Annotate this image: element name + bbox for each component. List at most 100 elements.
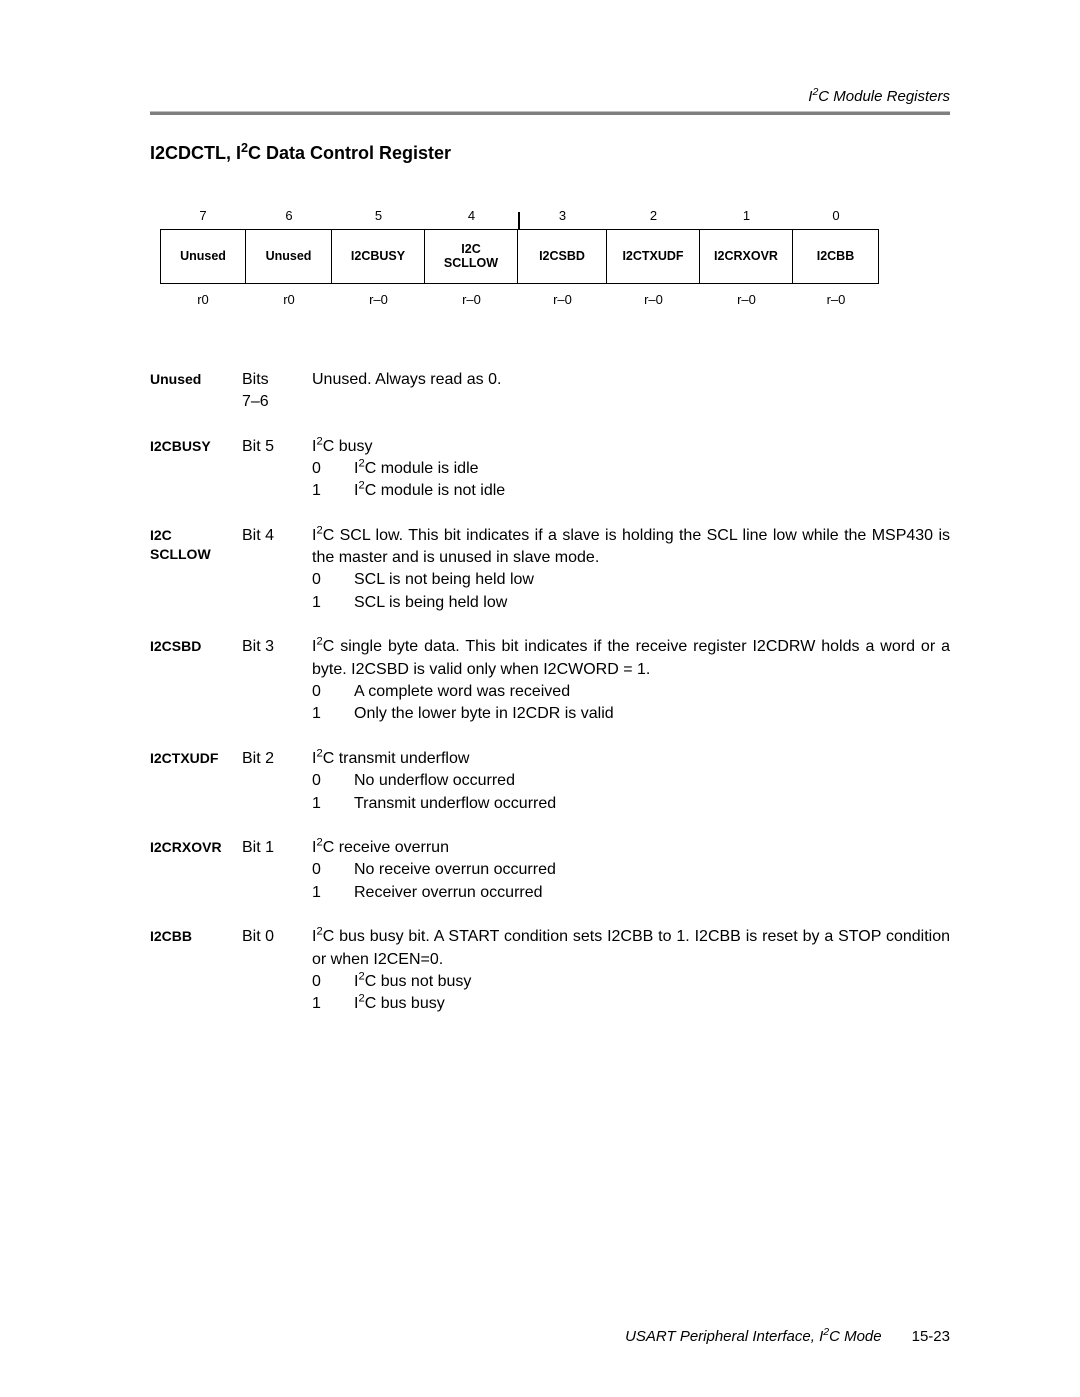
field-lead: I2C transmit underflow bbox=[312, 748, 950, 770]
bit-access: r–0 bbox=[607, 284, 700, 307]
option-value: 1 bbox=[312, 592, 354, 614]
field-row: I2CBUSYBit 5I2C busy0I2C module is idle1… bbox=[150, 436, 950, 503]
option-text: No receive overrun occurred bbox=[354, 859, 950, 881]
option-value: 1 bbox=[312, 993, 354, 1015]
field-option: 0I2C module is idle bbox=[312, 458, 950, 480]
field-option: 0SCL is not being held low bbox=[312, 569, 950, 591]
field-description: Unused. Always read as 0. bbox=[312, 369, 950, 414]
field-description: I2C receive overrun0No receive overrun o… bbox=[312, 837, 950, 904]
field-bit: Bits7–6 bbox=[242, 369, 312, 414]
bit-diagram: 76543210 UnusedUnusedI2CBUSYI2CSCLLOWI2C… bbox=[160, 208, 940, 307]
field-descriptions: UnusedBits7–6Unused. Always read as 0. I2… bbox=[150, 369, 950, 1016]
page: I2C Module Registers I2CDCTL, I2C Data C… bbox=[0, 0, 1080, 1098]
running-head: I2C Module Registers bbox=[150, 88, 950, 105]
option-value: 1 bbox=[312, 882, 354, 904]
bit-number-row: 76543210 bbox=[160, 208, 940, 229]
field-row: I2CBBBit 0I2C bus busy bit. A START cond… bbox=[150, 926, 950, 1016]
field-description: I2C transmit underflow0No underflow occu… bbox=[312, 748, 950, 815]
option-text: SCL is being held low bbox=[354, 592, 950, 614]
option-value: 1 bbox=[312, 793, 354, 815]
option-text: SCL is not being held low bbox=[354, 569, 950, 591]
field-bit: Bit 5 bbox=[242, 436, 312, 503]
field-description: I2C bus busy bit. A START condition sets… bbox=[312, 926, 950, 1016]
option-value: 0 bbox=[312, 971, 354, 993]
bit-access: r0 bbox=[160, 284, 246, 307]
field-option: 1Transmit underflow occurred bbox=[312, 793, 950, 815]
bit-number: 0 bbox=[793, 208, 879, 229]
field-option: 1SCL is being held low bbox=[312, 592, 950, 614]
register-title: I2CDCTL, I2C Data Control Register bbox=[150, 143, 950, 164]
field-option: 0No receive overrun occurred bbox=[312, 859, 950, 881]
field-description: I2C SCL low. This bit indicates if a sla… bbox=[312, 525, 950, 615]
bit-access: r–0 bbox=[332, 284, 425, 307]
bit-number: 4 bbox=[425, 208, 518, 229]
bit-rw-row: r0r0r–0r–0r–0r–0r–0r–0 bbox=[160, 284, 940, 307]
option-value: 0 bbox=[312, 859, 354, 881]
field-description: I2C single byte data. This bit indicates… bbox=[312, 636, 950, 726]
option-text: Only the lower byte in I2CDR is valid bbox=[354, 703, 950, 725]
bit-access: r–0 bbox=[793, 284, 879, 307]
field-option: 0I2C bus not busy bbox=[312, 971, 950, 993]
bit-number: 2 bbox=[607, 208, 700, 229]
field-option: 1Receiver overrun occurred bbox=[312, 882, 950, 904]
option-value: 0 bbox=[312, 569, 354, 591]
field-name: I2CSBD bbox=[150, 636, 242, 726]
field-lead: I2C receive overrun bbox=[312, 837, 950, 859]
field-option: 1I2C module is not idle bbox=[312, 480, 950, 502]
field-name: I2CBUSY bbox=[150, 436, 242, 503]
bit-number: 1 bbox=[700, 208, 793, 229]
field-row: UnusedBits7–6Unused. Always read as 0. bbox=[150, 369, 950, 414]
field-option: 0No underflow occurred bbox=[312, 770, 950, 792]
field-lead: Unused. Always read as 0. bbox=[312, 369, 950, 391]
field-name: I2CRXOVR bbox=[150, 837, 242, 904]
bit-number: 5 bbox=[332, 208, 425, 229]
option-value: 0 bbox=[312, 770, 354, 792]
option-text: I2C bus not busy bbox=[354, 971, 950, 993]
page-footer: USART Peripheral Interface, I2C Mode 15-… bbox=[150, 1328, 950, 1345]
footer-page-number: 15-23 bbox=[912, 1328, 950, 1345]
bit-field-name: I2CSBD bbox=[518, 229, 607, 284]
bit-name-row: UnusedUnusedI2CBUSYI2CSCLLOWI2CSBDI2CTXU… bbox=[160, 229, 940, 284]
field-row: I2CSBDBit 3I2C single byte data. This bi… bbox=[150, 636, 950, 726]
field-lead: I2C single byte data. This bit indicates… bbox=[312, 636, 950, 681]
field-bit: Bit 1 bbox=[242, 837, 312, 904]
option-value: 0 bbox=[312, 681, 354, 703]
field-option: 1I2C bus busy bbox=[312, 993, 950, 1015]
field-lead: I2C busy bbox=[312, 436, 950, 458]
field-description: I2C busy0I2C module is idle1I2C module i… bbox=[312, 436, 950, 503]
option-text: Transmit underflow occurred bbox=[354, 793, 950, 815]
field-name: I2CSCLLOW bbox=[150, 525, 242, 615]
field-bit: Bit 0 bbox=[242, 926, 312, 1016]
field-lead: I2C bus busy bit. A START condition sets… bbox=[312, 926, 950, 971]
bit-access: r0 bbox=[246, 284, 332, 307]
bit-field-name: I2CSCLLOW bbox=[425, 229, 518, 284]
option-text: Receiver overrun occurred bbox=[354, 882, 950, 904]
field-option: 0A complete word was received bbox=[312, 681, 950, 703]
field-option: 1Only the lower byte in I2CDR is valid bbox=[312, 703, 950, 725]
field-bit: Bit 3 bbox=[242, 636, 312, 726]
header-rule bbox=[150, 111, 950, 115]
field-name: I2CBB bbox=[150, 926, 242, 1016]
option-text: A complete word was received bbox=[354, 681, 950, 703]
bit-number: 3 bbox=[518, 208, 607, 229]
field-row: I2CSCLLOWBit 4I2C SCL low. This bit indi… bbox=[150, 525, 950, 615]
bit-access: r–0 bbox=[518, 284, 607, 307]
bit-access: r–0 bbox=[425, 284, 518, 307]
option-text: I2C module is idle bbox=[354, 458, 950, 480]
bit-field-name: I2CRXOVR bbox=[700, 229, 793, 284]
bit-access: r–0 bbox=[700, 284, 793, 307]
field-name: Unused bbox=[150, 369, 242, 414]
bit-field-name: I2CBUSY bbox=[332, 229, 425, 284]
option-text: No underflow occurred bbox=[354, 770, 950, 792]
option-value: 1 bbox=[312, 480, 354, 502]
field-row: I2CRXOVRBit 1I2C receive overrun0No rece… bbox=[150, 837, 950, 904]
bit-field-name: I2CBB bbox=[793, 229, 879, 284]
bit-number: 6 bbox=[246, 208, 332, 229]
field-bit: Bit 4 bbox=[242, 525, 312, 615]
bit-field-name: Unused bbox=[246, 229, 332, 284]
bit-field-name: I2CTXUDF bbox=[607, 229, 700, 284]
field-name: I2CTXUDF bbox=[150, 748, 242, 815]
field-row: I2CTXUDFBit 2I2C transmit underflow0No u… bbox=[150, 748, 950, 815]
field-bit: Bit 2 bbox=[242, 748, 312, 815]
option-text: I2C module is not idle bbox=[354, 480, 950, 502]
